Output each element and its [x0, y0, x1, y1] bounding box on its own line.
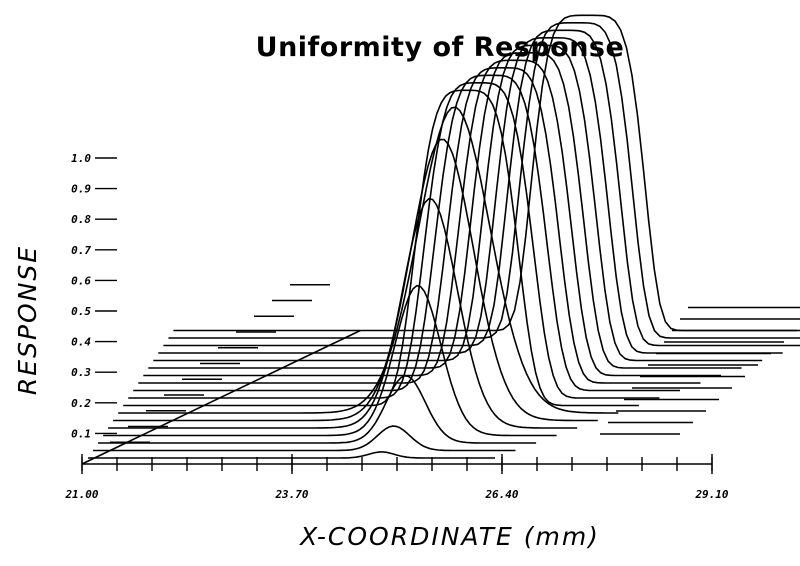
response-curve [103, 284, 557, 437]
y-tick-label: 0.5 [71, 305, 91, 318]
response-curve [133, 74, 680, 392]
y-tick-label: 0.8 [71, 213, 91, 226]
response-curve [93, 425, 516, 452]
y-axis-title: RESPONSE [13, 245, 42, 395]
y-tick-label: 0.4 [71, 336, 91, 349]
response-curve [98, 374, 537, 444]
response-curve [143, 59, 721, 377]
response-curve [163, 29, 800, 347]
response-curve [153, 44, 763, 362]
y-tick-label: 1.0 [71, 152, 91, 165]
response-curves [81, 14, 800, 465]
x-tick-label: 29.10 [694, 488, 728, 501]
response-curve [158, 36, 783, 354]
y-tick-label: 0.6 [71, 274, 91, 287]
response-curve [113, 138, 598, 422]
y-tick-label: 0.9 [71, 183, 91, 196]
x-axis-title: X-COORDINATE (mm) [298, 522, 600, 551]
y-tick-label: 0.2 [71, 397, 91, 410]
y-tick-label: 0.1 [71, 427, 91, 440]
response-curve [108, 198, 578, 429]
response-curve [118, 106, 619, 414]
response-curve [168, 21, 800, 339]
response-curve [123, 89, 639, 407]
response-curve [128, 82, 660, 399]
y-tick-label: 0.7 [71, 244, 91, 257]
response-curve [138, 67, 701, 384]
x-tick-label: 26.40 [484, 488, 518, 501]
y-tick-label: 0.3 [71, 366, 91, 379]
response-curve [148, 51, 742, 369]
x-tick-label: 21.00 [64, 488, 98, 501]
axes: 21.00 23.70 26.40 29.10 0.1 0.2 0.3 0.4 0.5 0.6 0.… [64, 152, 728, 501]
x-tick-label: 23.70 [274, 488, 308, 501]
